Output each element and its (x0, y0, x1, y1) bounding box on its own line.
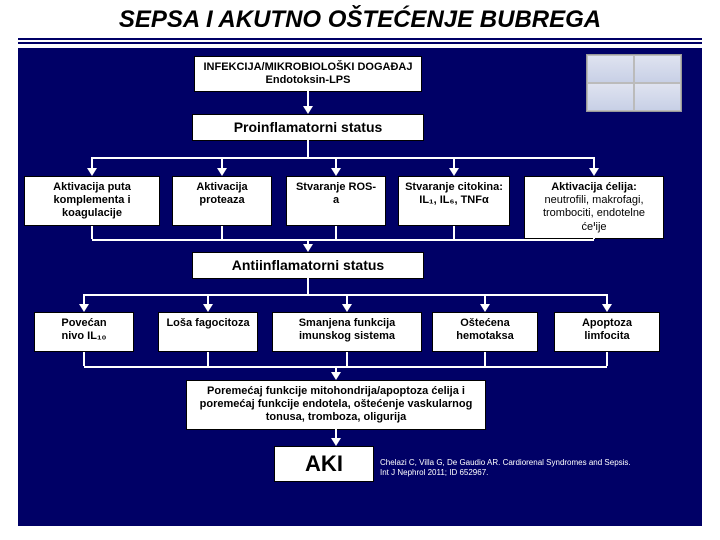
diagram-canvas: INFEKCIJA/MIKROBIOLOŠKI DOGAĐAJEndotoksi… (18, 48, 702, 526)
box-cytokines: Stvaranje citokina:IL₁, IL₆, TNFα (398, 176, 510, 226)
box-complement: Aktivacija puta komplementa i koagulacij… (24, 176, 160, 226)
box-aki: AKI (274, 446, 374, 482)
box-ros: Stvaranje ROS-a (286, 176, 386, 226)
box-il10: Povećannivo IL₁₀ (34, 312, 134, 352)
page-title: SEPSA I AKUTNO OŠTEĆENJE BUBREGA (0, 0, 720, 38)
box-immune: Smanjena funkcija imunskog sistema (272, 312, 422, 352)
citation: Chelazi C, Villa G, De Gaudio AR. Cardio… (380, 458, 640, 477)
divider (18, 38, 702, 40)
thumbnail-illustration (586, 54, 682, 112)
box-proinflammatory: Proinflamatorni status (192, 114, 424, 141)
box-phagocytosis: Loša fagocitoza (158, 312, 258, 352)
divider (18, 42, 702, 44)
box-trigger: INFEKCIJA/MIKROBIOLOŠKI DOGAĐAJEndotoksi… (194, 56, 422, 92)
box-chemotaxis: Oštećena hemotaksa (432, 312, 538, 352)
box-protease: Aktivacija proteaza (172, 176, 272, 226)
box-mitochondria: Poremećaj funkcije mitohondrija/apoptoza… (186, 380, 486, 430)
box-apoptosis: Apoptoza limfocita (554, 312, 660, 352)
box-antiinflammatory: Antiinflamatorni status (192, 252, 424, 279)
